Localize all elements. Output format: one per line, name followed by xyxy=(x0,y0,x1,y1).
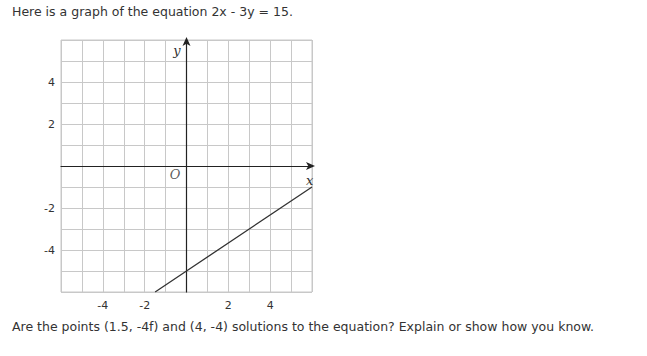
html-text:Are the points (1.5, -4f) and: Are the points (1.5, -4f) and (4, -4) so… xyxy=(12,319,594,334)
svg-text:2: 2 xyxy=(225,299,232,312)
svg-text:2: 2 xyxy=(48,118,55,131)
svg-text:x: x xyxy=(306,173,314,188)
svg-text:O: O xyxy=(170,167,181,182)
svg-text:-2: -2 xyxy=(44,202,55,215)
svg-text:4: 4 xyxy=(267,299,274,312)
html-text:Here is a graph of the equatio: Here is a graph of the equation 2x - 3y … xyxy=(12,4,293,19)
svg-text:4: 4 xyxy=(48,76,55,89)
svg-text:-4: -4 xyxy=(97,299,108,312)
svg-text:-4: -4 xyxy=(44,244,55,257)
svg-text:y: y xyxy=(172,43,181,58)
svg-text:-2: -2 xyxy=(139,299,150,312)
